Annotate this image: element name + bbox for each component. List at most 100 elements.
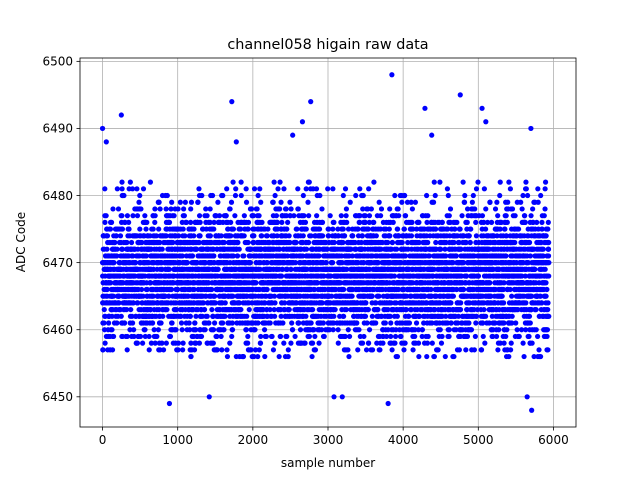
data-point [331, 219, 337, 225]
data-point [118, 313, 124, 319]
data-point [243, 186, 249, 192]
data-point [270, 347, 277, 353]
data-point [335, 327, 341, 333]
data-point [425, 333, 431, 340]
data-point [138, 206, 144, 212]
data-point [230, 226, 237, 232]
data-point [130, 320, 136, 326]
data-point [256, 213, 262, 219]
data-point [114, 320, 120, 326]
data-point [468, 327, 475, 333]
data-point [150, 226, 156, 232]
data-point [114, 246, 120, 252]
data-point [262, 353, 268, 360]
data-point [438, 340, 445, 346]
data-point [104, 246, 110, 252]
data-point [343, 206, 350, 212]
data-point [321, 333, 327, 340]
data-point [363, 347, 370, 353]
data-point [245, 226, 251, 232]
data-point [229, 320, 235, 326]
data-point [117, 233, 124, 239]
data-point [302, 340, 308, 346]
data-point [325, 186, 331, 192]
data-point [346, 353, 352, 360]
data-point [432, 192, 438, 199]
data-point [221, 239, 227, 246]
data-point [115, 206, 122, 212]
data-point [119, 186, 125, 192]
data-point [171, 213, 177, 219]
data-point [233, 186, 239, 192]
data-point [275, 186, 281, 192]
data-point [399, 239, 405, 246]
data-point [222, 313, 228, 319]
data-point [385, 239, 391, 246]
data-point [291, 213, 297, 219]
data-point [289, 320, 295, 326]
data-point [294, 226, 300, 232]
data-point [114, 253, 120, 259]
data-point [302, 219, 309, 225]
data-point [121, 320, 128, 326]
data-point [295, 206, 301, 212]
data-point [457, 226, 463, 232]
data-point [303, 186, 309, 192]
data-point [392, 333, 399, 340]
data-point [205, 280, 212, 286]
data-point [108, 219, 115, 225]
data-point [320, 320, 326, 326]
data-point [343, 213, 349, 219]
data-point [344, 219, 350, 225]
data-point [396, 213, 402, 219]
data-point [270, 199, 276, 205]
data-point [454, 219, 460, 225]
data-point [281, 340, 287, 346]
data-point [401, 347, 407, 353]
data-point [361, 333, 367, 340]
data-point [184, 260, 190, 266]
data-point [437, 179, 443, 185]
data-point [155, 327, 161, 333]
data-point [228, 199, 235, 205]
data-point [371, 219, 377, 225]
data-point [202, 327, 208, 333]
data-point [183, 219, 190, 225]
data-point [303, 226, 309, 232]
data-point [238, 306, 244, 313]
data-point [466, 233, 472, 239]
data-point [310, 306, 316, 313]
data-point [272, 313, 278, 319]
data-point [340, 192, 346, 199]
data-point [402, 340, 408, 346]
data-point [308, 320, 314, 326]
data-point [431, 179, 437, 185]
data-point [245, 219, 252, 225]
data-point [187, 327, 193, 333]
data-point [131, 333, 137, 340]
data-point [207, 219, 213, 225]
data-point [219, 347, 225, 353]
data-point [245, 340, 251, 346]
data-point [316, 340, 322, 346]
data-point [188, 340, 194, 346]
data-point [156, 199, 162, 205]
data-point [195, 199, 201, 205]
data-point [272, 192, 278, 199]
data-point [305, 199, 311, 205]
data-point [126, 226, 132, 232]
data-point [330, 260, 336, 266]
data-point [223, 213, 229, 219]
data-point [229, 333, 235, 340]
data-point [186, 320, 192, 326]
data-point [355, 347, 361, 353]
data-point [227, 340, 233, 346]
data-point [147, 280, 154, 286]
data-point [150, 293, 156, 299]
data-point [144, 219, 150, 225]
data-point [469, 199, 475, 205]
data-point [306, 239, 312, 246]
data-point [137, 333, 144, 340]
data-point [238, 192, 244, 199]
